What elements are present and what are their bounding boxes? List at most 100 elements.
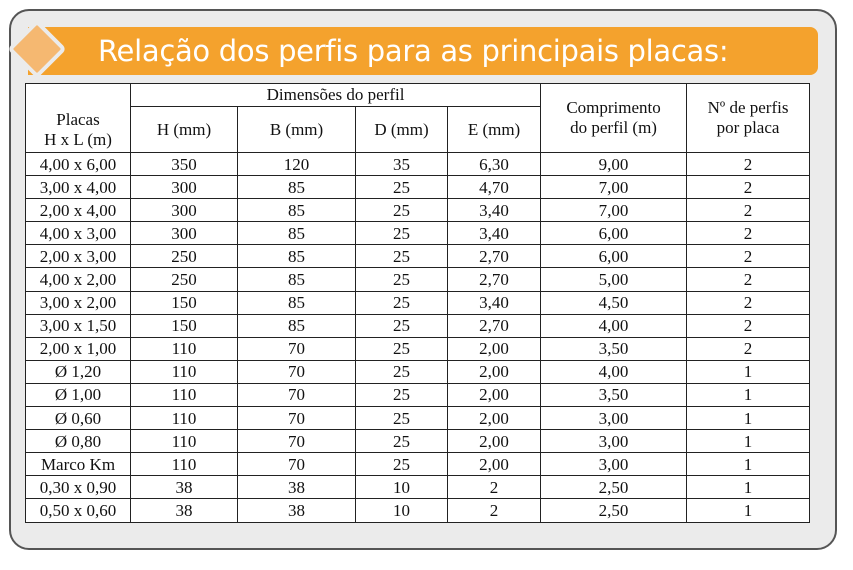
table-cell: 1 (686, 475, 811, 500)
table-cell: 2,00 (446, 336, 542, 361)
table-cell: 3,50 (540, 336, 688, 361)
table-cell: Ø 1,00 (25, 382, 131, 408)
table-cell: 2 (686, 313, 811, 338)
table-cell: 150 (130, 290, 238, 315)
table-cell: 25 (355, 290, 448, 315)
table-cell: 4,00 x 3,00 (25, 221, 131, 246)
table-cell: 25 (355, 267, 448, 292)
table-cell: 3,40 (446, 198, 542, 223)
table-cell: 70 (237, 406, 356, 431)
table-cell: 25 (355, 429, 448, 454)
table-cell: 4,00 x 2,00 (25, 267, 131, 292)
table-cell: 250 (130, 267, 238, 292)
table-cell: 7,00 (540, 175, 688, 200)
table-cell: 70 (237, 429, 356, 454)
table-cell: 38 (130, 475, 238, 500)
table-cell: 25 (355, 359, 448, 384)
table-cell: 110 (130, 336, 238, 361)
table-row: 4,00 x 2,00 250 85 25 2,70 5,00 2 (25, 267, 811, 292)
table-row: 3,00 x 4,00 300 85 25 4,70 7,00 2 (25, 175, 811, 200)
table-cell: 2,00 (446, 406, 542, 431)
table-row: Marco Km 110 70 25 2,00 3,00 1 (25, 452, 811, 477)
table-cell: 4,00 (540, 359, 688, 384)
table-cell: 3,00 (540, 429, 688, 454)
table-row: 0,50 x 0,60 38 38 10 2 2,50 1 (25, 498, 811, 523)
header-dimensoes: Dimensões do perfil (129, 83, 542, 107)
table-cell: 2,00 (446, 429, 542, 454)
table-cell: 10 (355, 475, 448, 500)
table-cell: 1 (686, 406, 811, 431)
table-cell: 10 (355, 498, 448, 523)
table-cell: 35 (355, 151, 448, 177)
table-row: Ø 1,00 110 70 25 2,00 3,50 1 (25, 382, 811, 408)
table-cell: 3,00 x 2,00 (25, 290, 131, 315)
header-e: E (mm) (446, 106, 542, 153)
table-cell: 70 (237, 452, 356, 477)
table-row: 2,00 x 1,00 110 70 25 2,00 3,50 2 (25, 336, 811, 361)
table-cell: 1 (686, 452, 811, 477)
table-cell: 85 (237, 267, 356, 292)
table-cell: 6,00 (540, 244, 688, 269)
table-cell: 38 (237, 498, 356, 523)
table-cell: 2,00 x 1,00 (25, 336, 131, 361)
table-cell: 9,00 (540, 151, 688, 177)
table-cell: 300 (130, 198, 238, 223)
table-cell: 1 (686, 429, 811, 454)
table-cell: 2,00 (446, 452, 542, 477)
table-cell: 2,50 (540, 475, 688, 500)
table-cell: 110 (130, 382, 238, 408)
table-cell: 6,30 (446, 151, 542, 177)
table-cell: 2 (686, 267, 811, 292)
profiles-table: Placas H x L (m) Dimensões do perfil Comp… (25, 83, 811, 523)
table-row: 2,00 x 3,00 250 85 25 2,70 6,00 2 (25, 244, 811, 269)
table-cell: 4,00 (540, 313, 688, 338)
table-cell: 3,00 (540, 406, 688, 431)
table-cell: 38 (130, 498, 238, 523)
table-row: 0,30 x 0,90 38 38 10 2 2,50 1 (25, 475, 811, 500)
table-cell: 70 (237, 336, 356, 361)
table-row: 2,00 x 4,00 300 85 25 3,40 7,00 2 (25, 198, 811, 223)
table-cell: 2,00 x 4,00 (25, 198, 131, 223)
table-cell: 25 (355, 221, 448, 246)
table-cell: 70 (237, 359, 356, 384)
table-row: 3,00 x 2,00 150 85 25 3,40 4,50 2 (25, 290, 811, 315)
table-cell: 2 (446, 498, 542, 523)
table-cell: 250 (130, 244, 238, 269)
table-cell: 70 (237, 382, 356, 408)
header-d: D (mm) (355, 106, 448, 153)
table-cell: 0,30 x 0,90 (25, 475, 131, 500)
table-cell: 7,00 (540, 198, 688, 223)
table-cell: 85 (237, 244, 356, 269)
table-row: 4,00 x 3,00 300 85 25 3,40 6,00 2 (25, 221, 811, 246)
table-cell: 120 (237, 151, 356, 177)
table-cell: 4,70 (446, 175, 542, 200)
table-cell: 4,50 (540, 290, 688, 315)
table-row: Ø 1,20 110 70 25 2,00 4,00 1 (25, 359, 811, 384)
table-cell: 2,70 (446, 244, 542, 269)
table-cell: 25 (355, 382, 448, 408)
table-cell: 25 (355, 313, 448, 338)
table-cell: Marco Km (25, 452, 131, 477)
table-cell: 3,00 x 1,50 (25, 313, 131, 338)
table-row: 3,00 x 1,50 150 85 25 2,70 4,00 2 (25, 313, 811, 338)
header-comprimento: Comprimento do perfil (m) (540, 83, 688, 153)
table-cell: Ø 0,60 (25, 406, 131, 431)
table-cell: 85 (237, 175, 356, 200)
table-cell: 2,00 (446, 382, 542, 408)
table-cell: 2 (686, 336, 811, 361)
table-cell: 25 (355, 175, 448, 200)
table-cell: 2 (686, 244, 811, 269)
table-cell: 350 (130, 151, 238, 177)
header-b: B (mm) (237, 106, 356, 153)
header-placas: Placas H x L (m) (25, 83, 131, 153)
table-cell: 1 (686, 498, 811, 523)
table-cell: 110 (130, 429, 238, 454)
title-banner (28, 27, 818, 75)
table-cell: 300 (130, 175, 238, 200)
table-cell: 2 (446, 475, 542, 500)
table-cell: 1 (686, 382, 811, 408)
table-cell: 2 (686, 151, 811, 177)
table-cell: 25 (355, 198, 448, 223)
table-cell: 2,50 (540, 498, 688, 523)
table-cell: 3,40 (446, 290, 542, 315)
